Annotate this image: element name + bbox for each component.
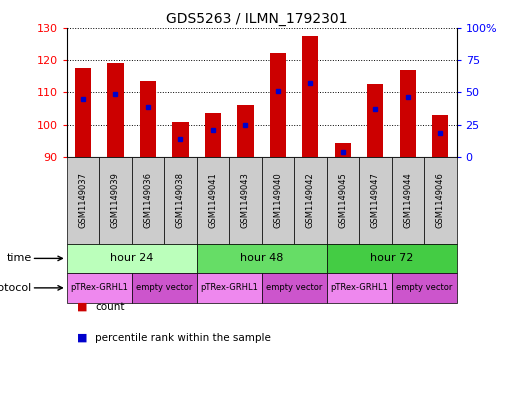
Bar (391, 273, 457, 303)
Bar (196, 244, 327, 273)
Bar (327, 157, 359, 244)
Bar (107, 63, 124, 157)
Bar (334, 143, 351, 157)
Text: empty vector: empty vector (136, 283, 192, 292)
Bar (327, 244, 457, 273)
Text: GSM1149039: GSM1149039 (111, 173, 120, 228)
Bar (67, 244, 196, 273)
Bar (140, 81, 156, 157)
Text: GSM1149044: GSM1149044 (403, 173, 412, 228)
Bar (164, 157, 196, 244)
Text: hour 24: hour 24 (110, 253, 153, 263)
Bar (327, 273, 391, 303)
Text: percentile rank within the sample: percentile rank within the sample (95, 333, 271, 343)
Text: GSM1149042: GSM1149042 (306, 173, 315, 228)
Text: GSM1149046: GSM1149046 (436, 173, 445, 228)
Bar (294, 157, 327, 244)
Text: pTRex-GRHL1: pTRex-GRHL1 (330, 283, 388, 292)
Text: GSM1149043: GSM1149043 (241, 173, 250, 228)
Bar (67, 273, 132, 303)
Bar (302, 36, 319, 157)
Text: hour 48: hour 48 (240, 253, 283, 263)
Bar (424, 157, 457, 244)
Bar (270, 53, 286, 157)
Text: ■: ■ (77, 301, 87, 312)
Text: GSM1149038: GSM1149038 (176, 173, 185, 228)
Text: empty vector: empty vector (396, 283, 452, 292)
Bar (400, 70, 416, 157)
Bar (172, 121, 188, 157)
Text: ■: ■ (77, 333, 87, 343)
Bar (205, 114, 221, 157)
Text: time: time (6, 253, 63, 263)
Bar (132, 157, 164, 244)
Bar (237, 105, 253, 157)
Bar (262, 273, 327, 303)
Text: GSM1149041: GSM1149041 (208, 173, 218, 228)
Text: GSM1149037: GSM1149037 (78, 173, 87, 228)
Text: pTRex-GRHL1: pTRex-GRHL1 (200, 283, 258, 292)
Bar (67, 157, 99, 244)
Text: GDS5263 / ILMN_1792301: GDS5263 / ILMN_1792301 (166, 12, 347, 26)
Bar (262, 157, 294, 244)
Text: empty vector: empty vector (266, 283, 322, 292)
Bar (391, 157, 424, 244)
Bar (229, 157, 262, 244)
Text: protocol: protocol (0, 283, 63, 293)
Text: count: count (95, 301, 125, 312)
Bar (99, 157, 132, 244)
Bar (75, 68, 91, 157)
Text: GSM1149045: GSM1149045 (339, 173, 347, 228)
Text: GSM1149047: GSM1149047 (371, 173, 380, 228)
Text: pTRex-GRHL1: pTRex-GRHL1 (70, 283, 128, 292)
Text: GSM1149040: GSM1149040 (273, 173, 282, 228)
Bar (196, 273, 262, 303)
Bar (367, 84, 383, 157)
Text: hour 72: hour 72 (370, 253, 413, 263)
Bar (359, 157, 391, 244)
Bar (132, 273, 196, 303)
Bar (432, 115, 448, 157)
Bar (196, 157, 229, 244)
Text: GSM1149036: GSM1149036 (144, 173, 152, 228)
